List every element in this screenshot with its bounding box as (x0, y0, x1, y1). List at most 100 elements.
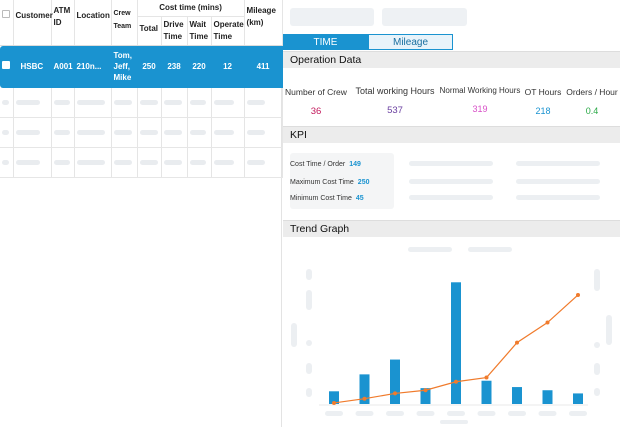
placeholder-cell (111, 87, 138, 118)
chart-bar (481, 380, 492, 404)
placeholder-bar (163, 160, 182, 165)
col-location[interactable]: Location (74, 0, 112, 46)
table-row-selected[interactable]: HSBC A001 210n... Tom, Jeff, Mike 250 23… (0, 45, 283, 88)
table-row-placeholder[interactable] (0, 87, 283, 118)
axis-label-placeholder (306, 388, 312, 397)
col-wait-time[interactable]: Wait Time (187, 16, 212, 46)
col-total[interactable]: Total (137, 16, 162, 46)
placeholder-bar (246, 130, 265, 135)
row-checkbox-cell[interactable] (0, 45, 14, 88)
metric-value: 319 (472, 104, 488, 114)
col-mileage[interactable]: Mileage (km) (244, 0, 283, 46)
placeholder-bar (2, 99, 9, 105)
placeholder-bar (139, 99, 158, 105)
kpi-label: Minimum Cost Time (290, 195, 352, 202)
trend-point (393, 391, 397, 396)
order-table-panel: Customer ATM ID Location Crew Team Cost … (0, 0, 283, 427)
x-tick-placeholder (447, 411, 465, 416)
placeholder-cell (111, 117, 138, 148)
metric-label: Normal Working Hours (439, 86, 521, 95)
placeholder-cell (244, 147, 283, 178)
kpi-label: Maximum Cost Time (290, 179, 354, 186)
placeholder-cell (244, 117, 283, 148)
kpi-header: KPI (283, 126, 620, 143)
trend-graph-header: Trend Graph (283, 220, 620, 237)
chart-bar (451, 282, 461, 404)
metric-label: Number of Crew (285, 87, 347, 97)
kpi-value: 45 (355, 195, 364, 202)
placeholder-bar (76, 130, 105, 135)
placeholder-bar (113, 160, 132, 165)
placeholder-cell (211, 87, 245, 118)
placeholder-cell (13, 147, 52, 178)
placeholder-cell (51, 117, 75, 148)
col-operate-time[interactable]: Operate Time (211, 16, 245, 46)
kpi-card (290, 153, 394, 209)
placeholder-bar (76, 160, 105, 165)
placeholder-bar (113, 99, 132, 105)
metric-value: 537 (387, 105, 403, 116)
axis-label-placeholder (306, 340, 312, 346)
trend-point (423, 388, 428, 393)
axis-label-placeholder (306, 363, 312, 374)
toolbar-placeholder[interactable] (382, 8, 467, 26)
kpi-row-cost-per-order: Cost Time / Order 149 (290, 161, 361, 168)
axis-label-placeholder (594, 342, 600, 348)
metric-total-working-hours: Total working Hours 537 (353, 84, 437, 116)
placeholder-bar (139, 130, 158, 135)
row-checkbox[interactable] (2, 61, 10, 70)
metric-ot-hours: OT Hours 218 (523, 84, 563, 116)
placeholder-cell (187, 147, 212, 178)
placeholder-bar (15, 99, 40, 105)
placeholder-cell (111, 147, 138, 178)
col-customer[interactable]: Customer (13, 0, 53, 46)
placeholder-cell (74, 117, 112, 148)
col-atm-id[interactable]: ATM ID (51, 0, 75, 46)
placeholder-cell (161, 147, 188, 178)
metric-number-of-crew: Number of Crew 36 (284, 84, 348, 117)
trend-point (576, 292, 580, 297)
chart-bar (542, 390, 553, 404)
placeholder-bar (76, 99, 105, 105)
placeholder-cell (137, 87, 162, 118)
placeholder-cell (137, 147, 162, 178)
placeholder-cell (211, 117, 245, 148)
chart-bar (420, 388, 431, 404)
select-all-header[interactable] (0, 0, 14, 46)
col-group-cost-time: Cost time (mins) (137, 0, 245, 17)
placeholder-bar (213, 99, 234, 105)
placeholder-cell (211, 147, 245, 178)
toolbar-placeholder[interactable] (290, 8, 374, 26)
placeholder-cell (51, 147, 75, 178)
trend-point (484, 375, 489, 380)
select-all-checkbox[interactable] (2, 10, 10, 18)
x-tick-placeholder (569, 411, 587, 416)
trend-point (362, 396, 367, 401)
axis-label-placeholder (594, 388, 600, 396)
placeholder-cell (244, 87, 283, 118)
kpi-placeholder-bar (516, 161, 600, 166)
axis-label-placeholder (606, 315, 612, 345)
tab-time[interactable]: TIME (283, 34, 368, 50)
placeholder-cell (161, 87, 188, 118)
legend-placeholder (408, 247, 452, 252)
detail-panel: TIME Mileage Operation Data Number of Cr… (283, 0, 620, 427)
kpi-placeholder-bar (409, 179, 493, 184)
placeholder-bar (53, 160, 70, 165)
placeholder-cell (161, 117, 188, 148)
cell-drive-time: 238 (161, 45, 188, 88)
kpi-label: Cost Time / Order (290, 161, 346, 168)
placeholder-cell (74, 147, 112, 178)
table-row-placeholder[interactable] (0, 117, 283, 148)
placeholder-bar (189, 99, 206, 105)
col-crew-team[interactable]: Crew Team (111, 0, 138, 46)
cell-crew-team: Tom, Jeff, Mike (111, 45, 138, 88)
tab-mileage[interactable]: Mileage (368, 34, 453, 50)
kpi-placeholder-bar (409, 161, 493, 166)
axis-label-placeholder (306, 269, 312, 280)
x-tick-placeholder (508, 411, 526, 416)
metric-value: 0.4 (585, 106, 599, 116)
table-row-placeholder[interactable] (0, 147, 283, 178)
placeholder-cell (187, 87, 212, 118)
col-drive-time[interactable]: Drive Time (161, 16, 188, 46)
